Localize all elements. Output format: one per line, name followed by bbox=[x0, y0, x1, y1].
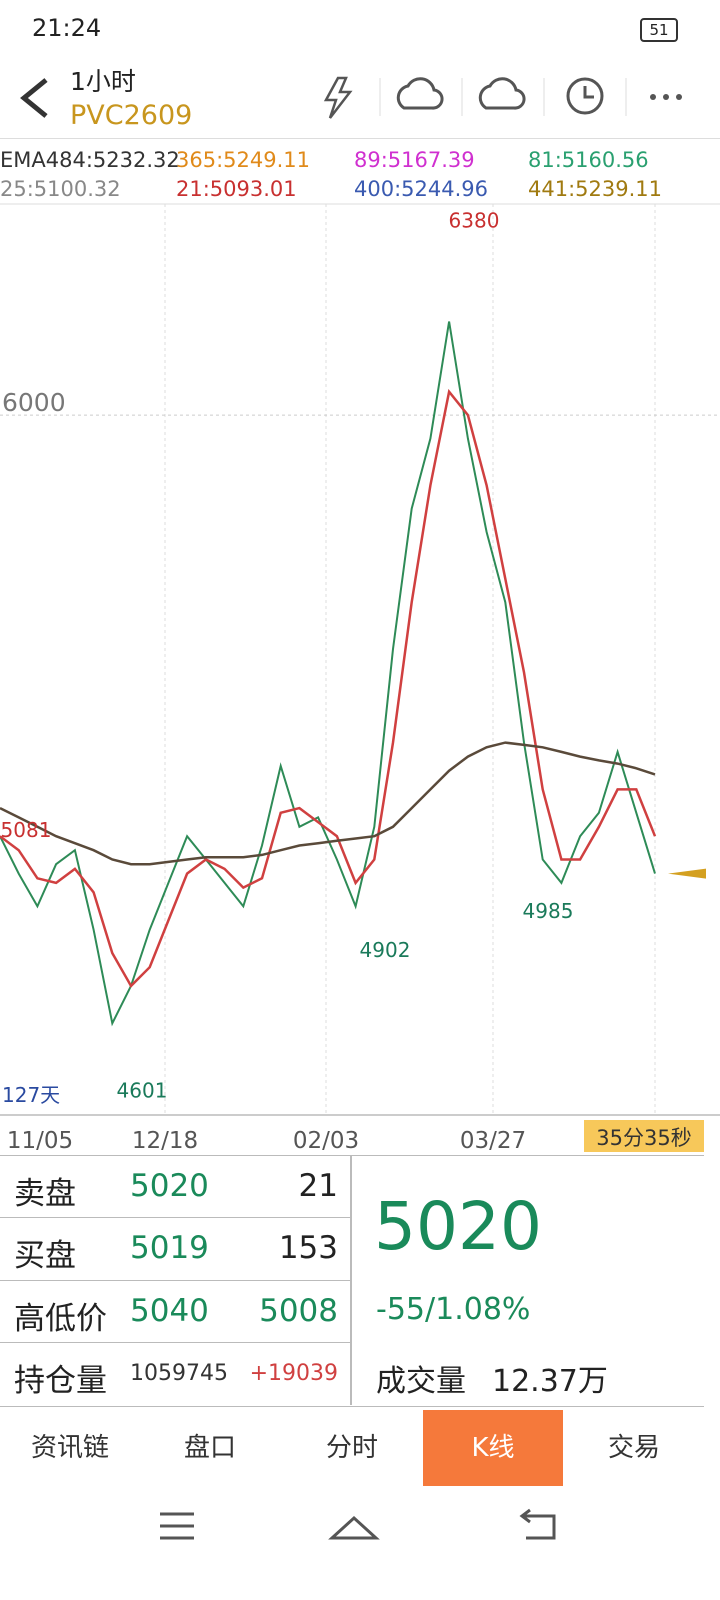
menu-button[interactable] bbox=[160, 1512, 194, 1540]
indicator: 365:5249.11 bbox=[176, 148, 310, 172]
flash-icon[interactable] bbox=[323, 76, 353, 119]
countdown-bg bbox=[584, 1120, 704, 1152]
x-tick-label: 02/03 bbox=[293, 1128, 359, 1154]
indicator: 25:5100.32 bbox=[0, 177, 121, 201]
x-tick-label: 03/27 bbox=[460, 1128, 526, 1154]
back-nav-button[interactable] bbox=[519, 1508, 556, 1540]
indicator: 81:5160.56 bbox=[528, 148, 649, 172]
clock-icon[interactable] bbox=[566, 77, 604, 115]
price-annotation: 4985 bbox=[523, 899, 574, 923]
quote-cell: 持仓量 bbox=[14, 1363, 107, 1399]
tab[interactable]: 分时 bbox=[325, 1433, 378, 1463]
days-label: 127天 bbox=[2, 1083, 60, 1107]
kline-chart[interactable]: 6000 6380 4601 4902 4985 5081 127天 11/05 12/18 02… bbox=[0, 0, 720, 1160]
home-button[interactable] bbox=[328, 1515, 380, 1540]
quote-cell: 1059745 bbox=[130, 1361, 228, 1386]
price-line bbox=[0, 321, 656, 1027]
toolbar bbox=[323, 76, 682, 119]
indicator: 89:5167.39 bbox=[354, 148, 475, 172]
tab-active[interactable]: K线 bbox=[423, 1410, 563, 1486]
cloud-icon[interactable] bbox=[396, 77, 444, 110]
volume-label: 成交量 bbox=[376, 1364, 466, 1399]
tab[interactable]: 资讯链 bbox=[30, 1433, 109, 1463]
divider bbox=[0, 138, 720, 139]
back-button[interactable] bbox=[16, 76, 56, 120]
last-price: 5020 bbox=[374, 1188, 542, 1265]
price-annotation: 5081 bbox=[1, 818, 52, 842]
price-annotation: 4902 bbox=[360, 938, 411, 962]
nav-bar bbox=[160, 1508, 556, 1540]
countdown: 35分35秒 bbox=[596, 1126, 691, 1150]
last-price-marker bbox=[668, 868, 706, 879]
price-annotation: 4601 bbox=[117, 1079, 168, 1103]
status-time: 21:24 bbox=[32, 14, 102, 42]
price-annotation: 6380 bbox=[449, 208, 500, 232]
quote-cell: 5020 bbox=[130, 1168, 209, 1204]
indicator: 441:5239.11 bbox=[528, 177, 662, 201]
period[interactable]: 1小时 bbox=[70, 67, 136, 96]
quote-cell: 5008 bbox=[259, 1293, 338, 1329]
quote-cell: +19039 bbox=[249, 1361, 338, 1386]
y-tick-label: 6000 bbox=[2, 388, 66, 417]
divider bbox=[0, 1217, 350, 1218]
indicator: EMA484:5232.32 bbox=[0, 148, 180, 172]
quote-cell: 高低价 bbox=[14, 1301, 107, 1337]
price-line bbox=[0, 388, 657, 988]
divider bbox=[350, 1155, 352, 1405]
volume: 12.37万 bbox=[492, 1364, 608, 1399]
tab[interactable]: 盘口 bbox=[183, 1433, 236, 1463]
quote-cell: 21 bbox=[298, 1168, 338, 1204]
divider bbox=[0, 1342, 350, 1343]
quote-cell: 153 bbox=[278, 1230, 338, 1266]
price-change: -55/1.08% bbox=[376, 1292, 531, 1327]
divider bbox=[0, 1280, 350, 1281]
tab[interactable]: 交易 bbox=[607, 1433, 660, 1463]
x-tick-label: 11/05 bbox=[7, 1128, 73, 1154]
quote-cell: 5019 bbox=[130, 1230, 209, 1266]
quote-cell: 5040 bbox=[130, 1293, 209, 1329]
symbol: PVC2609 bbox=[70, 100, 193, 131]
indicator: 400:5244.96 bbox=[354, 177, 488, 201]
battery: 51 bbox=[640, 18, 678, 42]
indicator: 21:5093.01 bbox=[176, 177, 297, 201]
quote-cell: 卖盘 bbox=[14, 1176, 76, 1212]
x-tick-label: 12/18 bbox=[132, 1128, 198, 1154]
cloud-sync-icon[interactable] bbox=[478, 77, 526, 110]
quote-cell: 买盘 bbox=[14, 1238, 76, 1274]
more-icon[interactable] bbox=[650, 94, 682, 100]
price-line bbox=[0, 741, 656, 866]
quote-panel bbox=[0, 1155, 704, 1407]
